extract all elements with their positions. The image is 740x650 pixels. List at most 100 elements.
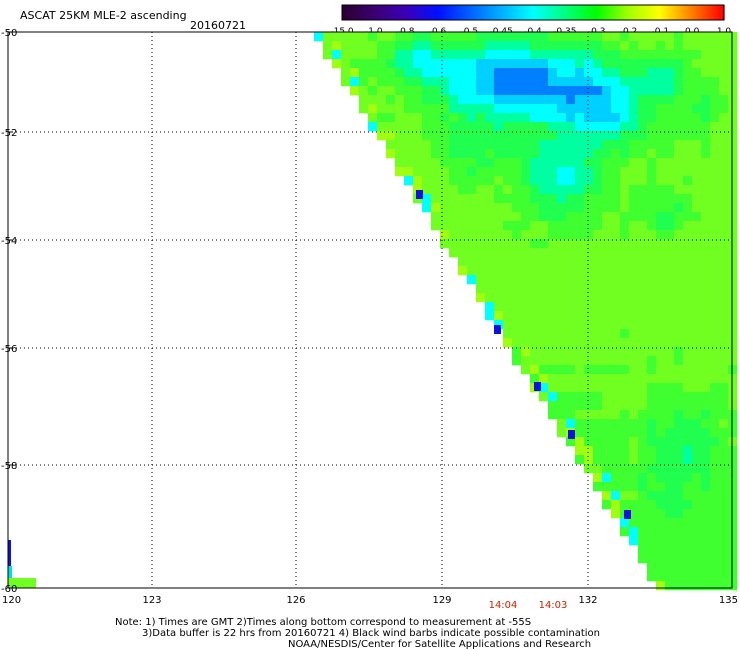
swath-cell: [692, 284, 702, 294]
colorbar-swatch: [384, 5, 388, 20]
swath-cell: [710, 491, 720, 501]
swath-cell: [674, 554, 684, 564]
swath-cell: [593, 140, 603, 150]
swath-cell: [728, 509, 738, 519]
swath-cell: [548, 140, 558, 150]
swath-cell: [602, 149, 612, 159]
swath-cell: [602, 302, 612, 312]
swath-cell: [701, 347, 711, 357]
swath-cell: [674, 401, 684, 411]
swath-cell: [440, 221, 450, 231]
swath-cell: [629, 185, 639, 195]
colorbar-swatch: [607, 5, 610, 20]
swath-cell: [485, 140, 495, 150]
swath-cell: [485, 194, 495, 204]
swath-cell: [620, 59, 630, 69]
colorbar-swatch: [664, 5, 668, 20]
swath-cell: [728, 221, 738, 231]
swath-cell: [521, 347, 531, 357]
swath-cell: [503, 284, 513, 294]
swath-cell: [611, 365, 621, 375]
swath-cell: [530, 50, 540, 60]
swath-cell: [665, 50, 675, 60]
swath-cell: [602, 113, 612, 123]
swath-cell: [494, 221, 504, 231]
swath-cell: [701, 563, 711, 573]
swath-cell: [665, 491, 675, 501]
colorbar-swatch: [707, 5, 710, 20]
swath-cell: [674, 482, 684, 492]
swath-cell: [719, 563, 729, 573]
swath-cell: [710, 275, 720, 285]
swath-cell: [719, 140, 729, 150]
swath-cell: [503, 50, 513, 60]
swath-cell: [728, 185, 738, 195]
colorbar-swatch: [596, 5, 600, 20]
swath-cell: [638, 347, 648, 357]
swath-cell: [557, 113, 567, 123]
colorbar-swatch: [617, 5, 621, 20]
colorbar-swatch: [484, 5, 487, 20]
swath-cell: [521, 167, 531, 177]
swath-cell: [710, 167, 720, 177]
colorbar-swatch: [694, 5, 698, 20]
swath-cell: [584, 320, 594, 330]
swath-cell: [638, 266, 648, 276]
swath-cell: [575, 365, 585, 375]
swath-cell: [674, 266, 684, 276]
colorbar-swatch: [709, 5, 712, 20]
swath-cell: [377, 77, 387, 87]
swath-cell: [710, 32, 720, 42]
swath-cell: [395, 158, 405, 168]
swath-cell: [710, 68, 720, 78]
swath-cell: [710, 113, 720, 123]
swath-cell: [440, 176, 450, 186]
swath-cell: [683, 554, 693, 564]
swath-cell: [566, 140, 576, 150]
swath-cell: [683, 581, 693, 591]
swath-cell: [602, 203, 612, 213]
swath-cell: [629, 284, 639, 294]
swath-cell: [341, 32, 351, 42]
swath-cell: [566, 257, 576, 267]
swath-cell: [512, 41, 522, 51]
colorbar-swatch: [632, 5, 636, 20]
swath-cell: [719, 104, 729, 114]
swath-cell: [638, 518, 648, 528]
colorbar-swatch: [673, 5, 676, 20]
swath-cell: [566, 248, 576, 258]
swath-cell: [656, 176, 666, 186]
swath-cell: [377, 86, 387, 96]
swath-cell: [710, 374, 720, 384]
swath-cell: [638, 275, 648, 285]
swath-cell: [638, 365, 648, 375]
swath-cell: [710, 230, 720, 240]
colorbar-swatch: [690, 5, 693, 20]
swath-cell: [467, 248, 477, 258]
swath-cell: [701, 95, 711, 105]
swath-cell: [602, 221, 612, 231]
swath-cell: [620, 149, 630, 159]
swath-cell: [566, 338, 576, 348]
swath-cell: [566, 374, 576, 384]
swath-cell: [665, 356, 675, 366]
swath-cell: [359, 68, 369, 78]
swath-cell: [449, 203, 459, 213]
colorbar-swatch: [698, 5, 702, 20]
swath-cell: [386, 50, 396, 60]
swath-cell: [710, 59, 720, 69]
swath-cell: [728, 212, 738, 222]
swath-cell: [386, 95, 396, 105]
colorbar-swatch: [656, 5, 659, 20]
swath-cell: [548, 194, 558, 204]
colorbar-swatch: [507, 5, 511, 20]
swath-cell: [593, 320, 603, 330]
swath-cell: [728, 419, 738, 429]
swath-cell: [692, 509, 702, 519]
swath-cell: [494, 122, 504, 132]
swath-cell: [557, 347, 567, 357]
swath-cell: [440, 140, 450, 150]
swath-cell: [539, 248, 549, 258]
swath-cell: [692, 356, 702, 366]
swath-cell: [530, 95, 540, 105]
